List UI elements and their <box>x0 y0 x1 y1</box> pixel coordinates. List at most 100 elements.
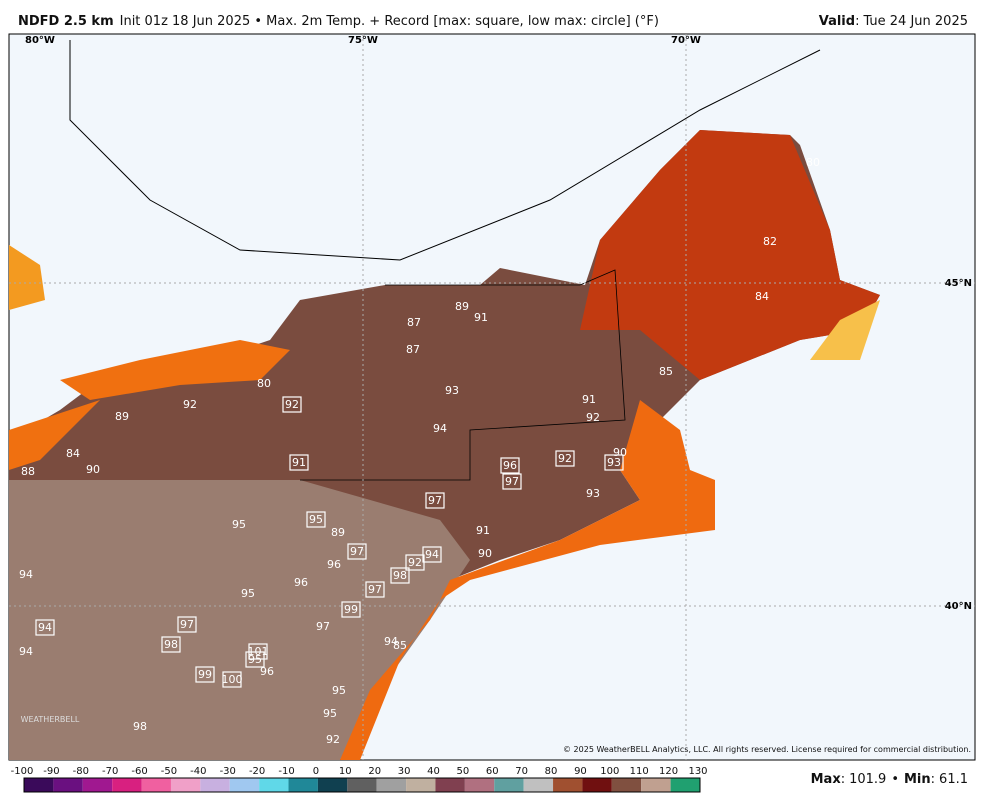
record-box <box>365 581 385 598</box>
lat-label: 45°N <box>945 278 972 289</box>
lake-huron <box>9 245 45 310</box>
colorbar-segment <box>200 778 230 792</box>
colorbar-tick-label: 110 <box>630 766 649 777</box>
stats: Max: 101.9 • Min: 61.1 <box>811 772 968 787</box>
max: 101.9 <box>849 772 886 787</box>
record-box <box>502 473 522 490</box>
record-box <box>306 511 326 528</box>
temp-label: 94 <box>19 568 33 581</box>
colorbar-tick-label: 80 <box>545 766 558 777</box>
temp-label: 87 <box>406 343 420 356</box>
record-label: 97 <box>350 545 364 558</box>
lon-label: 75°W <box>348 35 378 46</box>
colorbar-tick-label: 10 <box>339 766 352 777</box>
colorbar-segment <box>464 778 495 792</box>
record-label: 97 <box>180 618 194 631</box>
lat-label: 40°N <box>945 601 972 612</box>
sep: : <box>855 14 859 29</box>
temp-label: 94 <box>433 422 447 435</box>
copyright: © 2025 WeatherBELL Analytics, LLC. All r… <box>563 745 971 754</box>
colorbar-segment <box>259 778 289 792</box>
colorbar-segment <box>53 778 83 792</box>
colorbar-tick-label: -50 <box>161 766 177 777</box>
map: 80°W 75°W 70°W 45°N 40°N WEATHERBELL © 2… <box>8 33 976 761</box>
temp-label: 95 <box>232 518 246 531</box>
st-lawrence <box>69 40 821 261</box>
colorbar-tick-label: -60 <box>131 766 147 777</box>
coastal-waters-warm <box>810 300 880 360</box>
colorbar-segment <box>347 778 377 792</box>
temp-label: 85 <box>659 365 673 378</box>
record-box <box>425 492 445 509</box>
temp-label: 82 <box>763 235 777 248</box>
colorbar-segment <box>170 778 201 792</box>
colorbar-segment <box>670 778 700 792</box>
model: NDFD 2.5 km <box>18 14 114 29</box>
record-box <box>282 396 302 413</box>
temp-label: 93 <box>586 487 600 500</box>
temp-label: 98 <box>133 720 147 733</box>
state-lines <box>300 269 626 481</box>
record-box <box>405 554 425 571</box>
colorbar-tick-label: 100 <box>600 766 619 777</box>
temp-label: 89 <box>331 526 345 539</box>
credit: WEATHERBELL <box>21 715 80 724</box>
valid-label: Valid <box>819 14 855 29</box>
temp-label: 96 <box>294 576 308 589</box>
record-box <box>390 567 410 584</box>
colorbar-segment <box>376 778 407 792</box>
record-box <box>161 636 181 653</box>
colorbar-tick-label: 0 <box>313 766 319 777</box>
colorbar-segment <box>141 778 171 792</box>
lake-erie <box>9 400 100 470</box>
record-label: 99 <box>344 603 358 616</box>
colorbar-tick-label: 130 <box>688 766 707 777</box>
record-box <box>195 666 215 683</box>
record-label: 98 <box>393 569 407 582</box>
record-box <box>35 619 55 636</box>
info: Init 01z 18 Jun 2025 • Max. 2m Temp. + R… <box>120 14 659 29</box>
colorbar-frame <box>23 777 701 793</box>
colorbar-tick-label: -90 <box>43 766 59 777</box>
temp-label: 89 <box>115 410 129 423</box>
colorbar-tick-label: 90 <box>574 766 587 777</box>
temp-label: 97 <box>316 620 330 633</box>
record-label: 97 <box>368 583 382 596</box>
colorbar-segment <box>229 778 260 792</box>
temp-label: 84 <box>66 447 80 460</box>
colorbar: -100 -90 -80 -70 -60 -50 -40 -30 -20 -10 0 10 20 30 40… <box>11 766 708 793</box>
colorbar-segment <box>494 778 524 792</box>
min: 61.1 <box>939 772 968 787</box>
record-box <box>341 601 361 618</box>
max-label: Max <box>811 772 842 787</box>
temp-label: 89 <box>455 300 469 313</box>
temp-label: 91 <box>476 524 490 537</box>
temp-label: 95 <box>332 684 346 697</box>
record-label: 92 <box>408 556 422 569</box>
temp-label: 90 <box>478 547 492 560</box>
temp-label: 91 <box>582 393 596 406</box>
colorbar-segment <box>406 778 436 792</box>
temp-label: 92 <box>586 411 600 424</box>
record-label: 97 <box>505 475 519 488</box>
colorbar-tick-label: -20 <box>249 766 265 777</box>
temp-label: 92 <box>183 398 197 411</box>
record-box <box>245 651 265 668</box>
temperature-labels: 8082848991878785809289939192948490889390… <box>19 156 820 785</box>
colorbar-tick-label: -40 <box>190 766 206 777</box>
record-label: 98 <box>164 638 178 651</box>
colorbar-tick-label: -10 <box>278 766 294 777</box>
record-box <box>222 671 242 688</box>
temp-label: 95 <box>241 587 255 600</box>
colorbar-tick-label: -30 <box>220 766 236 777</box>
colorbar-segment <box>24 778 54 792</box>
valid: Valid: Tue 24 Jun 2025 <box>819 14 968 29</box>
min-label: Min <box>904 772 931 787</box>
temp-label: 95 <box>323 707 337 720</box>
record-label: 95 <box>248 653 262 666</box>
temp-label: 80 <box>806 156 820 169</box>
record-label: 93 <box>607 456 621 469</box>
temp-label: 80 <box>257 377 271 390</box>
temp-label: 96 <box>260 665 274 678</box>
